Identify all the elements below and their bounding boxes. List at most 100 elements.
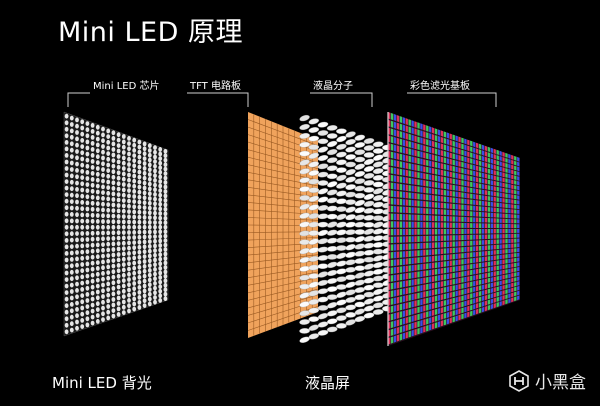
lc-molecule xyxy=(354,156,366,163)
filter-subpixel xyxy=(470,217,473,223)
led-chip xyxy=(80,324,85,329)
filter-subpixel xyxy=(493,154,496,160)
lc-molecule xyxy=(363,187,375,193)
filter-subpixel xyxy=(481,144,485,151)
led-chip xyxy=(106,253,111,258)
led-chip xyxy=(111,258,116,263)
filter-subpixel xyxy=(405,273,408,280)
filter-subpixel xyxy=(399,296,403,303)
led-chip xyxy=(116,224,121,230)
filter-subpixel xyxy=(449,298,452,305)
filter-subpixel xyxy=(417,136,420,143)
led-chip xyxy=(153,173,157,179)
led-chip xyxy=(132,148,137,153)
led-chip xyxy=(132,137,137,143)
filter-subpixel xyxy=(443,293,447,300)
led-chip xyxy=(116,186,121,192)
led-chip xyxy=(132,281,137,286)
filter-subpixel xyxy=(402,273,405,280)
lc-molecule xyxy=(372,309,384,315)
filter-subpixel xyxy=(405,221,408,228)
led-chip xyxy=(127,219,131,225)
filter-subpixel xyxy=(437,321,441,328)
filter-subpixel xyxy=(426,263,429,270)
filter-subpixel xyxy=(478,166,482,172)
led-chip xyxy=(90,141,95,146)
filter-subpixel xyxy=(390,128,394,136)
filter-subpixel xyxy=(432,282,435,289)
led-chip xyxy=(95,230,100,236)
led-chip xyxy=(127,230,131,235)
filter-subpixel xyxy=(452,235,455,241)
filter-subpixel xyxy=(423,229,426,235)
filter-subpixel xyxy=(432,289,435,296)
filter-subpixel xyxy=(426,173,429,180)
filter-subpixel xyxy=(414,328,417,336)
filter-subpixel xyxy=(437,275,441,281)
filter-subpixel xyxy=(399,318,403,326)
filter-subpixel xyxy=(502,285,505,290)
led-chip xyxy=(69,289,74,294)
filter-subpixel xyxy=(473,147,476,153)
filter-subpixel xyxy=(446,273,449,280)
led-chip xyxy=(127,266,131,272)
filter-subpixel xyxy=(508,158,511,164)
filter-subpixel xyxy=(517,157,520,162)
led-chip xyxy=(111,186,116,191)
led-chip xyxy=(137,305,142,310)
led-chip xyxy=(101,271,105,276)
filter-subpixel xyxy=(490,218,493,223)
led-chip xyxy=(158,197,163,203)
filter-subpixel xyxy=(493,191,496,197)
filter-subpixel xyxy=(514,238,517,243)
filter-subpixel xyxy=(467,163,470,169)
lc-molecule xyxy=(372,242,384,248)
lc-molecule xyxy=(345,312,356,318)
led-chip xyxy=(80,255,85,261)
filter-subpixel xyxy=(473,234,476,240)
led-chip xyxy=(132,230,137,235)
lc-molecule xyxy=(345,289,356,296)
led-chip xyxy=(85,279,90,285)
lc-molecule xyxy=(363,249,375,256)
led-chip xyxy=(142,190,147,196)
filter-subpixel xyxy=(461,222,464,228)
filter-subpixel xyxy=(399,213,403,221)
filter-subpixel xyxy=(426,201,429,208)
filter-subpixel xyxy=(473,153,476,159)
filter-subpixel xyxy=(396,244,400,251)
lc-molecule xyxy=(354,192,366,199)
led-chip xyxy=(64,322,69,328)
lc-molecule xyxy=(326,294,338,300)
led-chip xyxy=(106,287,111,292)
led-chip xyxy=(85,163,90,169)
led-chip xyxy=(80,218,85,224)
led-chip xyxy=(121,208,126,214)
filter-subpixel xyxy=(417,257,420,264)
led-chip xyxy=(106,281,111,287)
led-chip xyxy=(106,202,111,208)
lc-molecule xyxy=(336,128,347,134)
led-chip xyxy=(85,170,90,175)
lc-molecule xyxy=(336,159,347,166)
filter-subpixel xyxy=(420,326,423,334)
filter-subpixel xyxy=(390,305,394,313)
filter-subpixel xyxy=(399,266,403,273)
filter-subpixel xyxy=(464,276,467,283)
filter-subpixel xyxy=(511,189,514,194)
led-chip xyxy=(75,224,79,230)
filter-subpixel xyxy=(440,274,444,281)
filter-subpixel xyxy=(434,161,438,168)
filter-subpixel xyxy=(484,223,488,228)
filter-subpixel xyxy=(423,180,426,187)
led-chip xyxy=(127,256,131,261)
led-chip xyxy=(106,179,111,185)
filter-subpixel xyxy=(417,186,420,193)
led-chip xyxy=(106,241,111,247)
filter-subpixel xyxy=(517,161,520,167)
led-chip xyxy=(137,174,142,180)
led-chip xyxy=(111,202,116,208)
filter-subpixel xyxy=(511,224,514,229)
tft-grid-line xyxy=(247,194,319,204)
filter-subpixel xyxy=(499,296,502,301)
